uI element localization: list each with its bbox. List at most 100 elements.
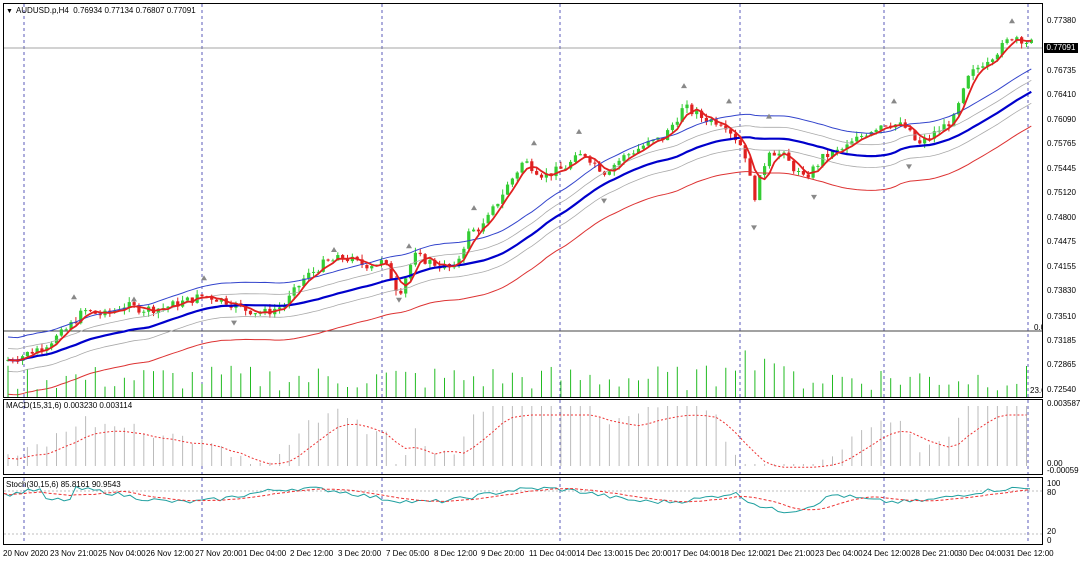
candle-body bbox=[1029, 39, 1033, 44]
price-axis-label: 0.76410 bbox=[1047, 90, 1076, 99]
time-axis-label: 23 Nov 21:00 bbox=[50, 549, 98, 558]
candle-body bbox=[1010, 39, 1014, 41]
candle-body bbox=[137, 305, 141, 313]
candle-body bbox=[336, 255, 340, 261]
symbol-name: AUDUSD.p,H4 bbox=[15, 6, 69, 15]
candle-body bbox=[248, 310, 253, 315]
macd-canvas[interactable] bbox=[4, 400, 1043, 475]
candle-body bbox=[583, 154, 587, 157]
time-axis-label: 2 Dec 12:00 bbox=[290, 549, 334, 558]
price-axis[interactable]: 0.77380 0.77091 0.76735 0.76410 0.76090 0.757… bbox=[1043, 3, 1080, 398]
candle-body bbox=[923, 138, 927, 144]
candle-body bbox=[127, 302, 131, 308]
stochastic-pane[interactable]: Stoch(30,15,6) 85.8161 90.9543 bbox=[3, 477, 1043, 545]
candle-body bbox=[796, 170, 801, 172]
candle-body bbox=[84, 310, 88, 312]
candle-body bbox=[569, 161, 573, 169]
candle-body bbox=[947, 124, 951, 127]
candle-body bbox=[733, 133, 738, 141]
envelope-lower-line bbox=[7, 102, 1032, 373]
stoch-level-20: 20 bbox=[1047, 527, 1056, 536]
price-axis-label: 0.73510 bbox=[1047, 312, 1076, 321]
candle-body bbox=[491, 206, 495, 215]
time-axis-label: 7 Dec 05:00 bbox=[386, 549, 430, 558]
candle-body bbox=[360, 259, 364, 265]
candle-body bbox=[515, 172, 519, 179]
price-chart-pane[interactable]: ▼ AUDUSD.p,H4 0.76934 0.77134 0.76807 0.7… bbox=[3, 3, 1043, 398]
candle-body bbox=[176, 301, 180, 307]
fractal-up-icon bbox=[891, 98, 897, 104]
candle-body bbox=[1015, 37, 1019, 41]
candle-body bbox=[278, 307, 282, 309]
candle-body bbox=[874, 129, 878, 133]
time-axis-label: 18 Dec 12:00 bbox=[720, 549, 768, 558]
candle-body bbox=[738, 140, 742, 146]
candle-body bbox=[976, 67, 980, 70]
candle-body bbox=[666, 130, 670, 141]
candle-body bbox=[64, 329, 68, 331]
candle-body bbox=[690, 104, 694, 115]
candle-body bbox=[641, 145, 645, 149]
candle-body bbox=[961, 88, 966, 104]
candle-body bbox=[501, 194, 505, 204]
price-axis-label: 0.74800 bbox=[1047, 213, 1076, 222]
time-axis-label: 8 Dec 12:00 bbox=[434, 549, 478, 558]
candle-body bbox=[384, 260, 388, 264]
candle-body bbox=[321, 259, 325, 272]
candle-body bbox=[908, 127, 912, 131]
candle-body bbox=[59, 329, 63, 336]
candle-body bbox=[253, 313, 257, 315]
time-axis[interactable]: 20 Nov 2020 23 Nov 21:00 25 Nov 04:00 26 No… bbox=[0, 546, 1080, 563]
candle-body bbox=[35, 348, 39, 354]
candle-body bbox=[617, 160, 621, 165]
time-axis-label: 21 Dec 21:00 bbox=[767, 549, 815, 558]
time-axis-label: 30 Dec 04:00 bbox=[958, 549, 1006, 558]
price-axis-label: 0.75765 bbox=[1047, 139, 1076, 148]
candle-body bbox=[719, 124, 723, 126]
fast-moving-average-line bbox=[7, 38, 1032, 362]
macd-pane[interactable]: MACD(15,31,6) 0.003230 0.003114 bbox=[3, 399, 1043, 475]
macd-signal-line bbox=[7, 414, 1027, 468]
candle-body bbox=[709, 119, 713, 123]
candle-body bbox=[942, 124, 946, 131]
candle-body bbox=[214, 299, 219, 302]
candle-body bbox=[389, 263, 393, 280]
fractal-up-icon bbox=[531, 140, 537, 146]
fractal-down-icon bbox=[751, 225, 757, 231]
candle-body bbox=[607, 171, 611, 175]
candle-body bbox=[428, 259, 432, 264]
candle-body bbox=[845, 144, 849, 150]
candle-body bbox=[927, 138, 932, 140]
candle-body bbox=[510, 178, 514, 185]
candle-body bbox=[535, 171, 539, 175]
candle-body bbox=[311, 271, 316, 273]
stochastic-canvas[interactable] bbox=[4, 478, 1043, 545]
time-axis-label: 27 Nov 20:00 bbox=[195, 549, 243, 558]
candle-body bbox=[559, 166, 563, 169]
candle-body bbox=[345, 258, 350, 262]
fractal-up-icon bbox=[766, 113, 772, 119]
fractal-up-icon bbox=[1009, 18, 1015, 24]
candle-body bbox=[379, 260, 384, 265]
upper-band-line bbox=[7, 68, 1032, 339]
candle-body bbox=[971, 69, 975, 76]
candle-body bbox=[588, 156, 592, 163]
fractal-down-icon bbox=[811, 194, 817, 200]
time-axis-label: 17 Dec 04:00 bbox=[672, 549, 720, 558]
volume-top-label: 0.0 bbox=[1034, 323, 1042, 332]
candle-body bbox=[598, 162, 602, 172]
fractal-down-icon bbox=[396, 297, 402, 303]
price-chart-canvas[interactable] bbox=[4, 4, 1043, 398]
dropdown-arrow-icon[interactable]: ▼ bbox=[6, 8, 13, 15]
candle-body bbox=[467, 231, 471, 249]
candle-body bbox=[806, 174, 810, 178]
candle-body bbox=[792, 160, 796, 172]
candle-body bbox=[539, 174, 544, 178]
candle-body bbox=[394, 279, 398, 291]
candle-body bbox=[840, 149, 844, 151]
time-axis-label: 20 Nov 2020 bbox=[3, 549, 49, 558]
fractal-up-icon bbox=[406, 243, 412, 249]
price-axis-label: 0.74475 bbox=[1047, 237, 1076, 246]
candle-body bbox=[74, 322, 78, 324]
candle-body bbox=[869, 132, 873, 136]
